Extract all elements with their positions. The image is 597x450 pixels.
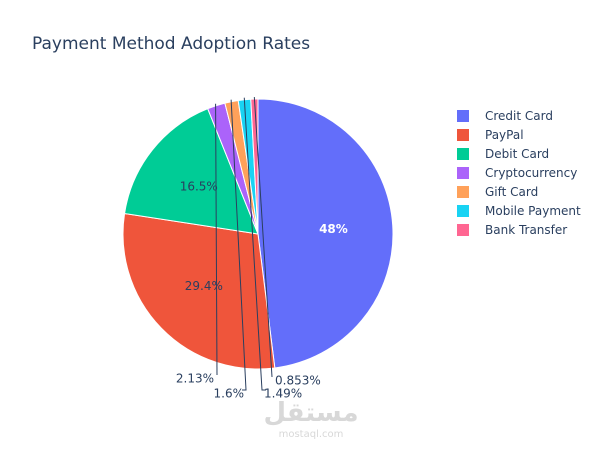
legend-swatch [457,204,469,217]
legend-label: Cryptocurrency [485,165,578,180]
legend-label: Mobile Payment [485,203,581,218]
pie-slice-debit-card [123,108,259,235]
leader-line-mobile-payment [243,97,266,391]
slice-label-paypal: 29.4% [185,279,223,293]
legend-item-gift-card[interactable]: Gift Card [457,182,581,201]
watermark-logo: مستقل [263,398,359,428]
legend-label: Debit Card [485,146,550,161]
pie-slice-paypal [122,212,276,370]
legend-swatch [457,223,469,236]
slice-label-bank-transfer: 0.853% [275,374,321,388]
legend-label: Bank Transfer [485,222,568,237]
leader-line-bank-transfer [253,97,273,378]
watermark-url: mostaql.com [278,429,344,440]
legend-swatch [457,109,469,122]
leader-line-gift-card [230,99,247,391]
legend-item-bank-transfer[interactable]: Bank Transfer [457,220,581,239]
leader-line-cryptocurrency [215,103,218,376]
legend-item-cryptocurrency[interactable]: Cryptocurrency [457,163,581,182]
slice-label-cryptocurrency: 2.13% [176,372,214,386]
legend-label: PayPal [485,127,524,142]
legend-item-credit-card[interactable]: Credit Card [457,106,581,125]
legend-item-paypal[interactable]: PayPal [457,125,581,144]
chart-title: Payment Method Adoption Rates [32,34,311,54]
legend-item-mobile-payment[interactable]: Mobile Payment [457,201,581,220]
legend-label: Gift Card [485,184,539,199]
slice-label-gift-card: 1.6% [214,387,245,401]
legend: Credit Card PayPal Debit Card Cryptocurrenc… [457,106,581,239]
legend-swatch [457,147,469,160]
slice-label-mobile-payment: 1.49% [264,387,302,401]
pie-slice-credit-card [257,98,394,369]
legend-swatch [457,166,469,179]
legend-item-debit-card[interactable]: Debit Card [457,144,581,163]
slice-label-credit-card: 48% [319,222,348,236]
legend-label: Credit Card [485,108,553,123]
legend-swatch [457,185,469,198]
legend-swatch [457,128,469,141]
slice-label-debit-card: 16.5% [180,180,218,194]
